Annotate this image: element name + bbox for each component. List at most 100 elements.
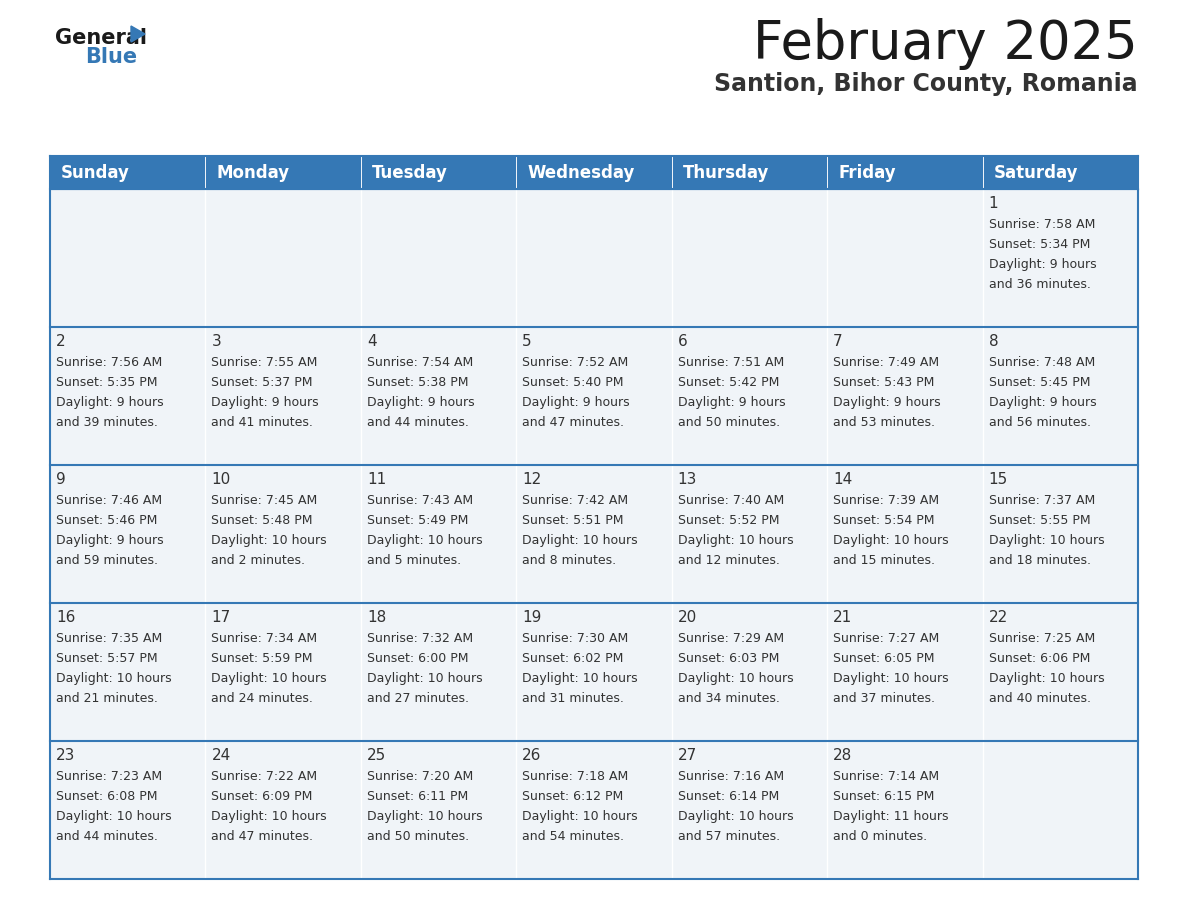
Text: and 18 minutes.: and 18 minutes.	[988, 554, 1091, 567]
Text: Daylight: 10 hours: Daylight: 10 hours	[56, 810, 171, 823]
Text: and 36 minutes.: and 36 minutes.	[988, 278, 1091, 291]
Text: and 5 minutes.: and 5 minutes.	[367, 554, 461, 567]
Text: Daylight: 9 hours: Daylight: 9 hours	[833, 396, 941, 409]
Text: Sunrise: 7:40 AM: Sunrise: 7:40 AM	[677, 494, 784, 507]
Bar	[206, 465, 361, 603]
Text: 10: 10	[211, 472, 230, 487]
Text: Sunset: 5:42 PM: Sunset: 5:42 PM	[677, 376, 779, 389]
Text: Daylight: 9 hours: Daylight: 9 hours	[988, 258, 1097, 271]
Text: Daylight: 9 hours: Daylight: 9 hours	[988, 396, 1097, 409]
Text: Sunrise: 7:37 AM: Sunrise: 7:37 AM	[988, 494, 1095, 507]
Text: Tuesday: Tuesday	[372, 163, 448, 182]
Text: Daylight: 9 hours: Daylight: 9 hours	[56, 534, 164, 547]
Text: Sunrise: 7:30 AM: Sunrise: 7:30 AM	[523, 632, 628, 645]
Bar	[361, 156, 517, 189]
Text: 19: 19	[523, 610, 542, 625]
Text: and 44 minutes.: and 44 minutes.	[367, 416, 469, 429]
Text: and 47 minutes.: and 47 minutes.	[523, 416, 624, 429]
Text: Sunset: 5:43 PM: Sunset: 5:43 PM	[833, 376, 935, 389]
Text: 15: 15	[988, 472, 1007, 487]
Text: Daylight: 9 hours: Daylight: 9 hours	[211, 396, 320, 409]
Text: Sunset: 5:40 PM: Sunset: 5:40 PM	[523, 376, 624, 389]
Text: 17: 17	[211, 610, 230, 625]
Text: 25: 25	[367, 748, 386, 763]
Text: Sunrise: 7:56 AM: Sunrise: 7:56 AM	[56, 356, 163, 369]
Text: and 50 minutes.: and 50 minutes.	[367, 830, 469, 843]
Bar	[50, 327, 206, 465]
Text: Sunset: 6:00 PM: Sunset: 6:00 PM	[367, 652, 468, 665]
Text: Sunset: 5:35 PM: Sunset: 5:35 PM	[56, 376, 158, 389]
Text: Sunset: 5:37 PM: Sunset: 5:37 PM	[211, 376, 312, 389]
Text: Sunset: 5:45 PM: Sunset: 5:45 PM	[988, 376, 1091, 389]
Bar	[982, 603, 1138, 741]
Polygon shape	[131, 26, 145, 42]
Text: Sunrise: 7:25 AM: Sunrise: 7:25 AM	[988, 632, 1095, 645]
Text: Sunrise: 7:39 AM: Sunrise: 7:39 AM	[833, 494, 940, 507]
Text: Sunset: 5:59 PM: Sunset: 5:59 PM	[211, 652, 312, 665]
Text: Daylight: 10 hours: Daylight: 10 hours	[211, 810, 327, 823]
Text: Daylight: 9 hours: Daylight: 9 hours	[677, 396, 785, 409]
Text: 27: 27	[677, 748, 697, 763]
Text: and 34 minutes.: and 34 minutes.	[677, 692, 779, 705]
Text: Sunset: 6:14 PM: Sunset: 6:14 PM	[677, 790, 779, 803]
Text: Daylight: 11 hours: Daylight: 11 hours	[833, 810, 949, 823]
Text: Daylight: 10 hours: Daylight: 10 hours	[523, 810, 638, 823]
Bar	[206, 741, 361, 879]
Text: Daylight: 10 hours: Daylight: 10 hours	[211, 534, 327, 547]
Bar	[50, 156, 206, 189]
Bar	[982, 156, 1138, 189]
Text: Saturday: Saturday	[993, 163, 1078, 182]
Bar	[982, 465, 1138, 603]
Text: Daylight: 10 hours: Daylight: 10 hours	[833, 534, 949, 547]
Text: Sunset: 5:52 PM: Sunset: 5:52 PM	[677, 514, 779, 527]
Text: Daylight: 10 hours: Daylight: 10 hours	[988, 534, 1104, 547]
Text: Sunset: 6:15 PM: Sunset: 6:15 PM	[833, 790, 935, 803]
Text: Sunrise: 7:22 AM: Sunrise: 7:22 AM	[211, 770, 317, 783]
Text: Sunset: 6:09 PM: Sunset: 6:09 PM	[211, 790, 312, 803]
Text: 12: 12	[523, 472, 542, 487]
Text: 18: 18	[367, 610, 386, 625]
Text: Sunset: 6:06 PM: Sunset: 6:06 PM	[988, 652, 1089, 665]
Text: Daylight: 10 hours: Daylight: 10 hours	[677, 672, 794, 685]
Text: Thursday: Thursday	[683, 163, 769, 182]
Text: Blue: Blue	[86, 47, 137, 67]
Text: Sunset: 6:05 PM: Sunset: 6:05 PM	[833, 652, 935, 665]
Text: and 31 minutes.: and 31 minutes.	[523, 692, 624, 705]
Text: and 56 minutes.: and 56 minutes.	[988, 416, 1091, 429]
Text: Sunrise: 7:34 AM: Sunrise: 7:34 AM	[211, 632, 317, 645]
Text: 28: 28	[833, 748, 853, 763]
Text: and 47 minutes.: and 47 minutes.	[211, 830, 314, 843]
Text: 6: 6	[677, 334, 688, 349]
Text: 22: 22	[988, 610, 1007, 625]
Text: Sunset: 6:08 PM: Sunset: 6:08 PM	[56, 790, 158, 803]
Text: Daylight: 10 hours: Daylight: 10 hours	[988, 672, 1104, 685]
Text: and 37 minutes.: and 37 minutes.	[833, 692, 935, 705]
Text: and 2 minutes.: and 2 minutes.	[211, 554, 305, 567]
Text: 3: 3	[211, 334, 221, 349]
Bar	[50, 465, 206, 603]
Text: 5: 5	[523, 334, 532, 349]
Bar	[982, 189, 1138, 327]
Bar	[671, 465, 827, 603]
Bar	[50, 189, 206, 327]
Bar	[206, 327, 361, 465]
Text: Sunrise: 7:43 AM: Sunrise: 7:43 AM	[367, 494, 473, 507]
Text: and 39 minutes.: and 39 minutes.	[56, 416, 158, 429]
Bar	[827, 327, 982, 465]
Bar	[671, 189, 827, 327]
Text: 11: 11	[367, 472, 386, 487]
Text: Sunrise: 7:16 AM: Sunrise: 7:16 AM	[677, 770, 784, 783]
Text: Sunset: 5:54 PM: Sunset: 5:54 PM	[833, 514, 935, 527]
Text: Sunset: 6:02 PM: Sunset: 6:02 PM	[523, 652, 624, 665]
Text: and 57 minutes.: and 57 minutes.	[677, 830, 779, 843]
Text: and 21 minutes.: and 21 minutes.	[56, 692, 158, 705]
Bar	[361, 189, 517, 327]
Text: Sunrise: 7:29 AM: Sunrise: 7:29 AM	[677, 632, 784, 645]
Bar	[671, 603, 827, 741]
Text: Daylight: 10 hours: Daylight: 10 hours	[367, 672, 482, 685]
Text: Sunset: 6:11 PM: Sunset: 6:11 PM	[367, 790, 468, 803]
Text: and 54 minutes.: and 54 minutes.	[523, 830, 624, 843]
Text: and 12 minutes.: and 12 minutes.	[677, 554, 779, 567]
Bar	[361, 327, 517, 465]
Bar	[517, 189, 671, 327]
